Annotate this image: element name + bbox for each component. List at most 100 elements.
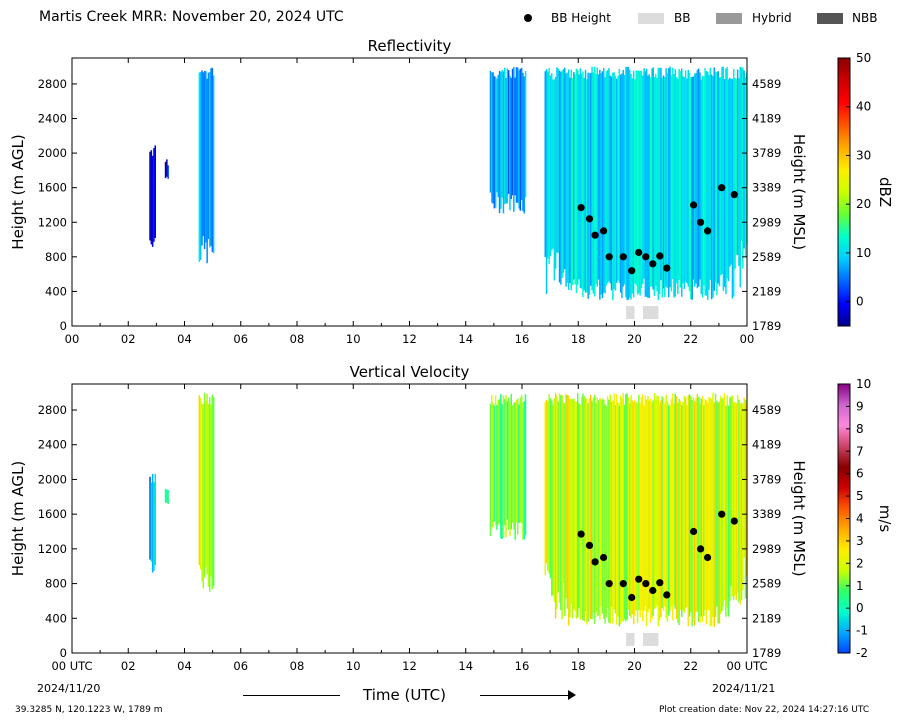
echo-column-4 xyxy=(687,395,689,627)
y-tick-label: 2400 xyxy=(38,112,67,126)
echo-column-4 xyxy=(613,393,615,610)
y2-tick-label: 2589 xyxy=(752,250,781,264)
echo-column-4 xyxy=(701,75,704,298)
bb-height-point xyxy=(649,586,657,595)
echo-column-4 xyxy=(736,69,739,256)
echo-column-3 xyxy=(518,404,520,523)
echo-column-4 xyxy=(573,398,575,610)
echo-column-2 xyxy=(210,405,212,577)
echo-column-4 xyxy=(710,74,713,300)
echo-column-3 xyxy=(489,70,492,193)
echo-column-4 xyxy=(708,75,710,290)
echo-column-4 xyxy=(564,403,566,616)
x-tick-label: 16 xyxy=(515,659,530,673)
echo-column-4 xyxy=(561,395,563,620)
echo-column-4 xyxy=(705,70,708,296)
echo-column-4 xyxy=(725,405,727,617)
bb-height-point xyxy=(730,191,738,199)
bb-height-point xyxy=(642,580,650,588)
bb-height-point xyxy=(718,510,726,518)
echo-column-4 xyxy=(681,404,683,617)
echo-column-4 xyxy=(690,77,692,300)
echo-column-4 xyxy=(645,399,648,627)
echo-column-4 xyxy=(735,78,738,255)
echo-column-4 xyxy=(695,73,697,284)
y2-axis-label: Height (m MSL) xyxy=(790,134,808,250)
echo-column-4 xyxy=(583,77,585,291)
echo-column-3 xyxy=(492,402,494,528)
echo-column-4 xyxy=(636,404,639,624)
echo-column-4 xyxy=(679,71,682,288)
bb-type-box xyxy=(642,632,659,646)
echo-column-1 xyxy=(167,489,169,504)
bb-height-point xyxy=(642,253,650,261)
echo-column-4 xyxy=(714,393,717,618)
bb-height-point xyxy=(577,530,585,538)
y-tick-label: 2000 xyxy=(38,146,67,160)
echo-column-4 xyxy=(571,78,574,286)
echo-column-4 xyxy=(730,79,732,265)
echo-column-4 xyxy=(720,396,722,614)
echo-column-4 xyxy=(683,77,686,290)
echo-column-4 xyxy=(643,405,645,611)
echo-column-3 xyxy=(520,67,523,200)
echo-column-4 xyxy=(731,78,734,299)
legend-bb-height-label: BB Height xyxy=(551,11,611,25)
echo-column-4 xyxy=(588,73,591,295)
echo-column-4 xyxy=(744,77,747,258)
echo-column-4 xyxy=(547,71,549,259)
echo-column-4 xyxy=(556,67,558,253)
echo-column-4 xyxy=(652,67,654,290)
echo-column-4 xyxy=(623,74,626,285)
y2-tick-label: 2189 xyxy=(752,611,781,625)
echo-column-4 xyxy=(703,405,705,616)
echo-column-4 xyxy=(580,73,583,289)
echo-column-4 xyxy=(692,76,695,280)
echo-column-3 xyxy=(496,78,498,193)
echo-column-4 xyxy=(629,403,631,616)
echo-column-4 xyxy=(712,76,714,298)
bb-height-point xyxy=(605,580,613,588)
echo-column-4 xyxy=(622,69,624,287)
bb-height-point xyxy=(704,553,712,562)
echo-column-4 xyxy=(586,399,588,625)
echo-column-0 xyxy=(149,151,151,241)
echo-column-4 xyxy=(727,405,730,617)
echo-column-4 xyxy=(707,403,709,611)
echo-column-4 xyxy=(713,67,715,291)
bb-height-point xyxy=(690,201,698,209)
echo-column-3 xyxy=(500,71,502,209)
velocity-title: Vertical Velocity xyxy=(349,363,470,381)
echo-column-4 xyxy=(593,66,596,297)
echo-column-4 xyxy=(661,77,663,298)
echo-column-3 xyxy=(498,70,501,213)
reflectivity-title: Reflectivity xyxy=(367,37,452,55)
echo-column-4 xyxy=(716,400,718,607)
echo-column-4 xyxy=(593,394,596,624)
echo-column-0 xyxy=(153,148,155,242)
echo-column-2 xyxy=(209,397,211,592)
echo-column-4 xyxy=(668,68,670,298)
echo-column-4 xyxy=(696,69,699,289)
bb-height-point xyxy=(663,591,671,599)
echo-column-4 xyxy=(548,394,550,574)
echo-column-4 xyxy=(558,70,561,283)
date-start: 2024/11/20 xyxy=(37,682,101,695)
echo-column-4 xyxy=(707,72,709,300)
echo-column-4 xyxy=(639,403,641,617)
colorbar-tick-label: 40 xyxy=(856,100,871,114)
bb-height-point xyxy=(635,248,643,257)
echo-column-4 xyxy=(579,404,582,620)
echo-column-4 xyxy=(635,70,637,286)
echo-column-4 xyxy=(640,397,643,611)
echo-column-4 xyxy=(673,403,675,606)
y2-tick-label: 1789 xyxy=(752,646,781,660)
echo-column-4 xyxy=(605,405,608,618)
echo-column-3 xyxy=(502,71,505,214)
y-tick-label: 0 xyxy=(60,319,67,333)
x-tick-label: 08 xyxy=(290,332,305,346)
echo-column-2 xyxy=(201,70,203,246)
colorbar-label: m/s xyxy=(876,505,894,533)
echo-column-4 xyxy=(703,76,705,286)
